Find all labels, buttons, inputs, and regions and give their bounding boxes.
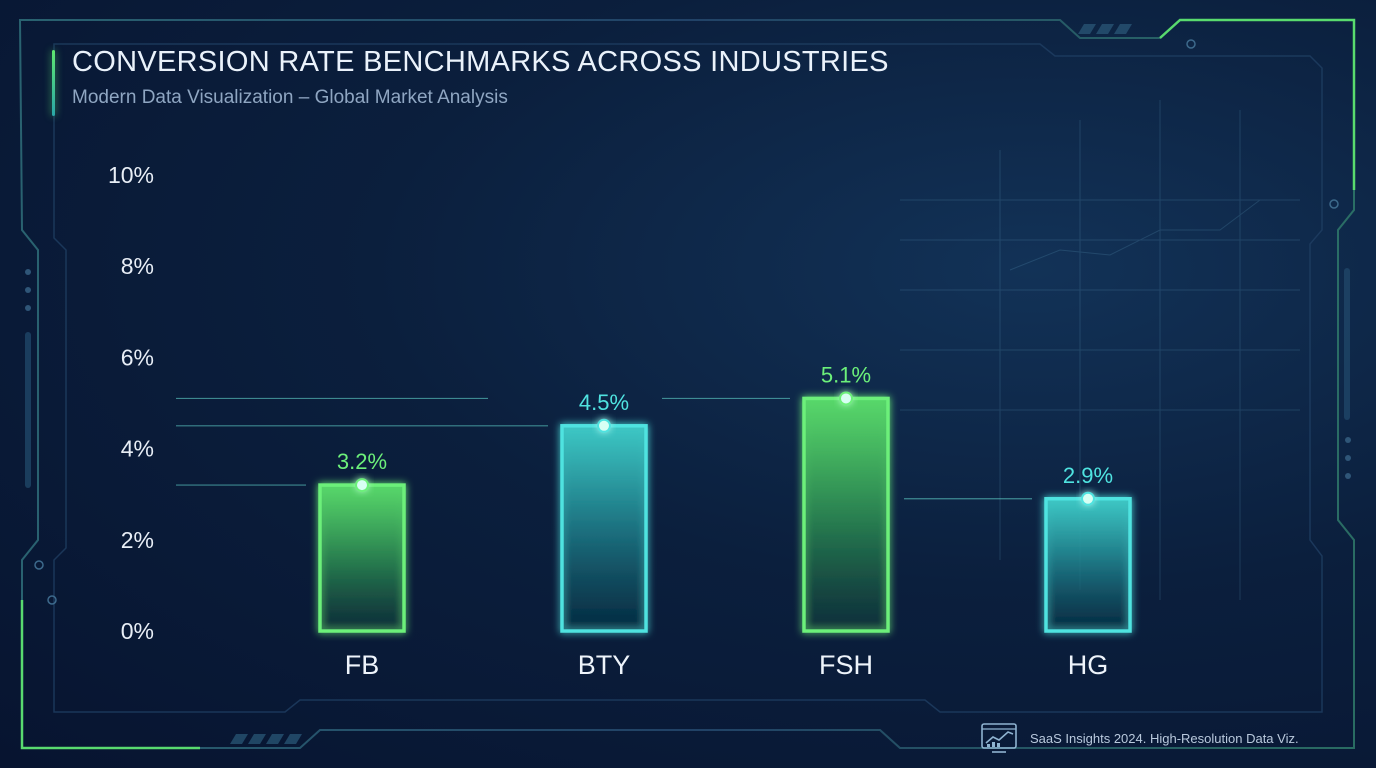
chart-subtitle: Modern Data Visualization – Global Marke… xyxy=(72,87,508,108)
bar-marker xyxy=(355,478,369,493)
y-tick-label: 2% xyxy=(121,527,154,553)
frame-nodes xyxy=(34,39,1339,605)
data-label: 2.9% xyxy=(1063,463,1113,488)
y-tick-label: 8% xyxy=(121,253,154,279)
background-texture xyxy=(900,100,1300,600)
bar-fsh xyxy=(802,396,890,633)
bars xyxy=(318,391,1132,633)
y-tick-label: 4% xyxy=(121,436,154,462)
frame-side-bar-left xyxy=(25,332,31,488)
x-tick-label: FB xyxy=(345,650,380,680)
bar-marker xyxy=(839,391,853,406)
title-accent-bar xyxy=(52,50,55,116)
chart-title: CONVERSION RATE BENCHMARKS ACROSS INDUST… xyxy=(72,46,889,78)
y-tick-label: 6% xyxy=(121,344,154,370)
x-tick-label: BTY xyxy=(578,650,631,680)
data-label: 5.1% xyxy=(821,362,871,387)
bar-fb xyxy=(318,483,406,633)
frame-inner xyxy=(53,43,1323,713)
y-tick-label: 10% xyxy=(108,162,154,188)
x-tick-label: FSH xyxy=(819,650,873,680)
footer-text: SaaS Insights 2024. High-Resolution Data… xyxy=(1030,730,1299,746)
labels: 0% 2% 4% 6% 8% 10% 3.2% FB 4.5% BTY 5.1% FSH 2.9% HG xyxy=(108,162,1113,680)
frame-corner-bl xyxy=(20,600,200,750)
frame-hatch-bottom xyxy=(230,734,302,744)
bar-bty xyxy=(560,424,648,633)
bar-marker xyxy=(1081,491,1095,506)
frame-corner-tr xyxy=(1159,18,1356,190)
frame-dots xyxy=(25,269,1351,479)
frame-side-bar-right xyxy=(1344,268,1350,420)
y-tick-label: 0% xyxy=(121,618,154,644)
bar-hg xyxy=(1044,497,1132,633)
data-label: 3.2% xyxy=(337,449,387,474)
x-tick-label: HG xyxy=(1068,650,1109,680)
bar-marker xyxy=(597,418,611,433)
footer: SaaS Insights 2024. High-Resolution Data… xyxy=(980,722,1299,754)
frame-hatch-top xyxy=(1078,24,1132,34)
title-block: CONVERSION RATE BENCHMARKS ACROSS INDUST… xyxy=(52,46,889,116)
guide-lines xyxy=(176,397,1032,500)
chart-monitor-icon xyxy=(981,723,1017,753)
data-label: 4.5% xyxy=(579,390,629,415)
